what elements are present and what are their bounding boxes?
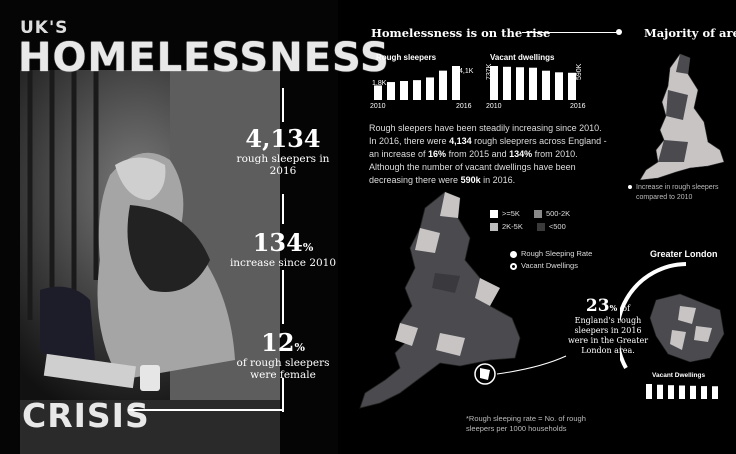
vacant-x-start: 2010 (486, 103, 502, 110)
london-panel (620, 262, 725, 369)
vacant-bar (529, 67, 537, 100)
rough-end-label: 4,1K (459, 68, 474, 75)
london-map (649, 293, 725, 363)
summary-paragraph: Rough sleepers have been steadily increa… (369, 123, 607, 185)
timeline-segment (282, 88, 284, 122)
vacant-bar (516, 67, 524, 100)
legend-item: 2K-5K (490, 222, 523, 232)
title-uk: UK'S (20, 18, 69, 38)
london-region (694, 326, 712, 342)
london-highlight-circle (474, 363, 496, 385)
london-vacant-bar (646, 384, 652, 399)
stat-female: 12% of rough sleepers were female (222, 328, 344, 381)
bullet-icon (628, 185, 632, 190)
england-map (359, 191, 567, 409)
title-homelessness: HOMELESSNESS (18, 35, 390, 81)
legend-swatch (533, 210, 542, 219)
region-light (395, 323, 418, 346)
timeline-segment (128, 409, 284, 411)
london-callout: 23% of England's rough sleepers in 2016 … (567, 296, 649, 355)
legend-swatch (536, 223, 545, 232)
vacant-chart-label: Vacant dwellings (490, 53, 555, 62)
vacant-bar (490, 66, 498, 100)
small-map-region (666, 90, 688, 120)
region-light (440, 192, 460, 218)
title-crisis: CRISIS (22, 396, 150, 435)
small-map-region (676, 54, 690, 74)
stat-value: 4,134 (245, 124, 321, 153)
vacant-dwellings-chart (490, 66, 576, 100)
region-light (415, 228, 440, 253)
vacant-bar (568, 72, 576, 100)
timeline-segment (282, 378, 284, 412)
legend-swatch (490, 210, 498, 219)
connector-line (496, 355, 567, 375)
timeline-segment (282, 270, 284, 324)
region-dark (432, 273, 460, 293)
rough-bar (374, 85, 382, 100)
rough-bar (413, 80, 421, 100)
heading-dot (616, 29, 622, 35)
rough-bar (387, 82, 395, 100)
london-vacant-bar (701, 386, 707, 399)
stat-label: increase since 2010 (229, 257, 337, 269)
stat-increase: 134% increase since 2010 (222, 228, 344, 269)
london-region (678, 306, 696, 324)
radio-icon (510, 262, 517, 270)
radio-vacant-dwellings[interactable]: Vacant Dwellings (510, 261, 592, 270)
map-toggle: Rough Sleeping Rate Vacant Dwellings (510, 249, 592, 270)
rough-x-end: 2016 (456, 103, 472, 110)
london-vacant-bar (668, 385, 674, 399)
small-england-map (639, 53, 725, 180)
small-map-region (658, 140, 688, 162)
stat-value: 12% (261, 328, 305, 357)
legend-item: 500-2K (533, 209, 570, 219)
rough-x-start: 2010 (370, 103, 386, 110)
rough-start-label: 1,8K (372, 80, 387, 87)
legend-item: >=5K (490, 209, 520, 219)
legend-swatch (490, 223, 498, 232)
london-vacant-bar (657, 384, 663, 399)
rough-bar (400, 81, 408, 100)
stat-rough-sleepers: 4,134 rough sleepers in 2016 (222, 124, 344, 177)
rough-bar (452, 66, 460, 100)
stat-label: were female (250, 369, 316, 381)
region-light (475, 278, 500, 306)
vacant-bar (503, 66, 511, 100)
stat-value: 134% (252, 228, 314, 257)
stat-label: of rough sleepers (236, 357, 330, 369)
vacant-x-end: 2016 (570, 103, 586, 110)
london-vacant-bar (690, 385, 696, 399)
london-vacant-label: Vacant Dwellings (652, 372, 706, 379)
london-vacant-bar (679, 385, 685, 399)
legend-item: <500 (536, 222, 566, 232)
london-vacant-bar (712, 386, 718, 399)
rough-bar (439, 70, 447, 100)
vacant-bar (555, 72, 563, 100)
stat-label: rough sleepers in 2016 (236, 153, 330, 177)
london-region (670, 330, 686, 350)
vacant-bar (542, 70, 550, 100)
map-legend: >=5K 500-2K 2K-5K <500 (490, 209, 570, 232)
london-region (480, 368, 490, 380)
london-title: Greater London (650, 249, 718, 259)
hero-photo (0, 0, 338, 454)
homeless-person-photo (0, 0, 338, 454)
rough-bar (426, 77, 434, 100)
rough-sleepers-chart (374, 66, 460, 100)
london-arc (620, 262, 687, 369)
section-heading-areas: Majority of areas h (644, 26, 736, 40)
timeline-segment (282, 194, 284, 224)
england-shape (359, 191, 521, 409)
heading-rule (522, 32, 618, 33)
radio-icon (510, 250, 517, 258)
rough-chart-label: Rough sleepers (376, 53, 437, 62)
small-map-note: Increase in rough sleepers compared to 2… (628, 183, 719, 203)
region-light (436, 333, 465, 356)
footnote: *Rough sleeping rate = No. of rough sleep… (466, 414, 586, 433)
section-heading-rise: Homelessness is on the rise (371, 26, 551, 40)
radio-rough-sleeping-rate[interactable]: Rough Sleeping Rate (510, 249, 592, 258)
london-vacant-chart (646, 384, 718, 399)
